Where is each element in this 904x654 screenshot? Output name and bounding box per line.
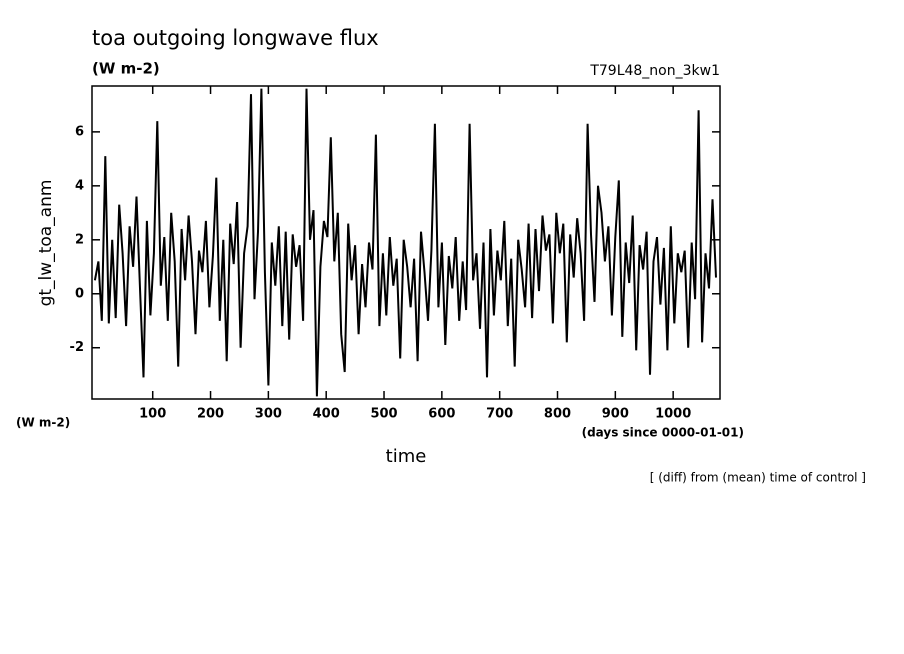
x-tick-label: 100 <box>139 407 166 422</box>
note: [ (diff) from (mean) time of control ] <box>650 471 866 485</box>
data-line <box>93 88 717 397</box>
x-unit: (days since 0000-01-01) <box>582 426 744 440</box>
x-tick-label: 300 <box>255 407 282 422</box>
run-label: T79L48_non_3kw1 <box>589 63 720 79</box>
chart-subtitle: (W m-2) <box>92 60 160 78</box>
x-tick-label: 900 <box>602 407 629 422</box>
y-tick-label: 0 <box>75 286 84 301</box>
x-tick-label: 600 <box>428 407 455 422</box>
y-tick-label: 6 <box>75 124 84 139</box>
y-tick-label: 2 <box>75 232 84 247</box>
x-tick-label: 500 <box>370 407 397 422</box>
y-tick-label: -2 <box>70 340 84 355</box>
x-tick-label: 1000 <box>655 407 691 422</box>
y-unit: (W m-2) <box>16 416 70 430</box>
x-tick-label: 200 <box>197 407 224 422</box>
y-axis-label: gt_lw_toa_anm <box>36 180 56 307</box>
y-tick-label: 4 <box>75 178 84 193</box>
x-tick-label: 700 <box>486 407 513 422</box>
chart-title: toa outgoing longwave flux <box>92 26 379 50</box>
x-axis-label: time <box>386 446 427 467</box>
x-tick-label: 400 <box>313 407 340 422</box>
plot-frame <box>91 85 721 400</box>
x-tick-label: 800 <box>544 407 571 422</box>
